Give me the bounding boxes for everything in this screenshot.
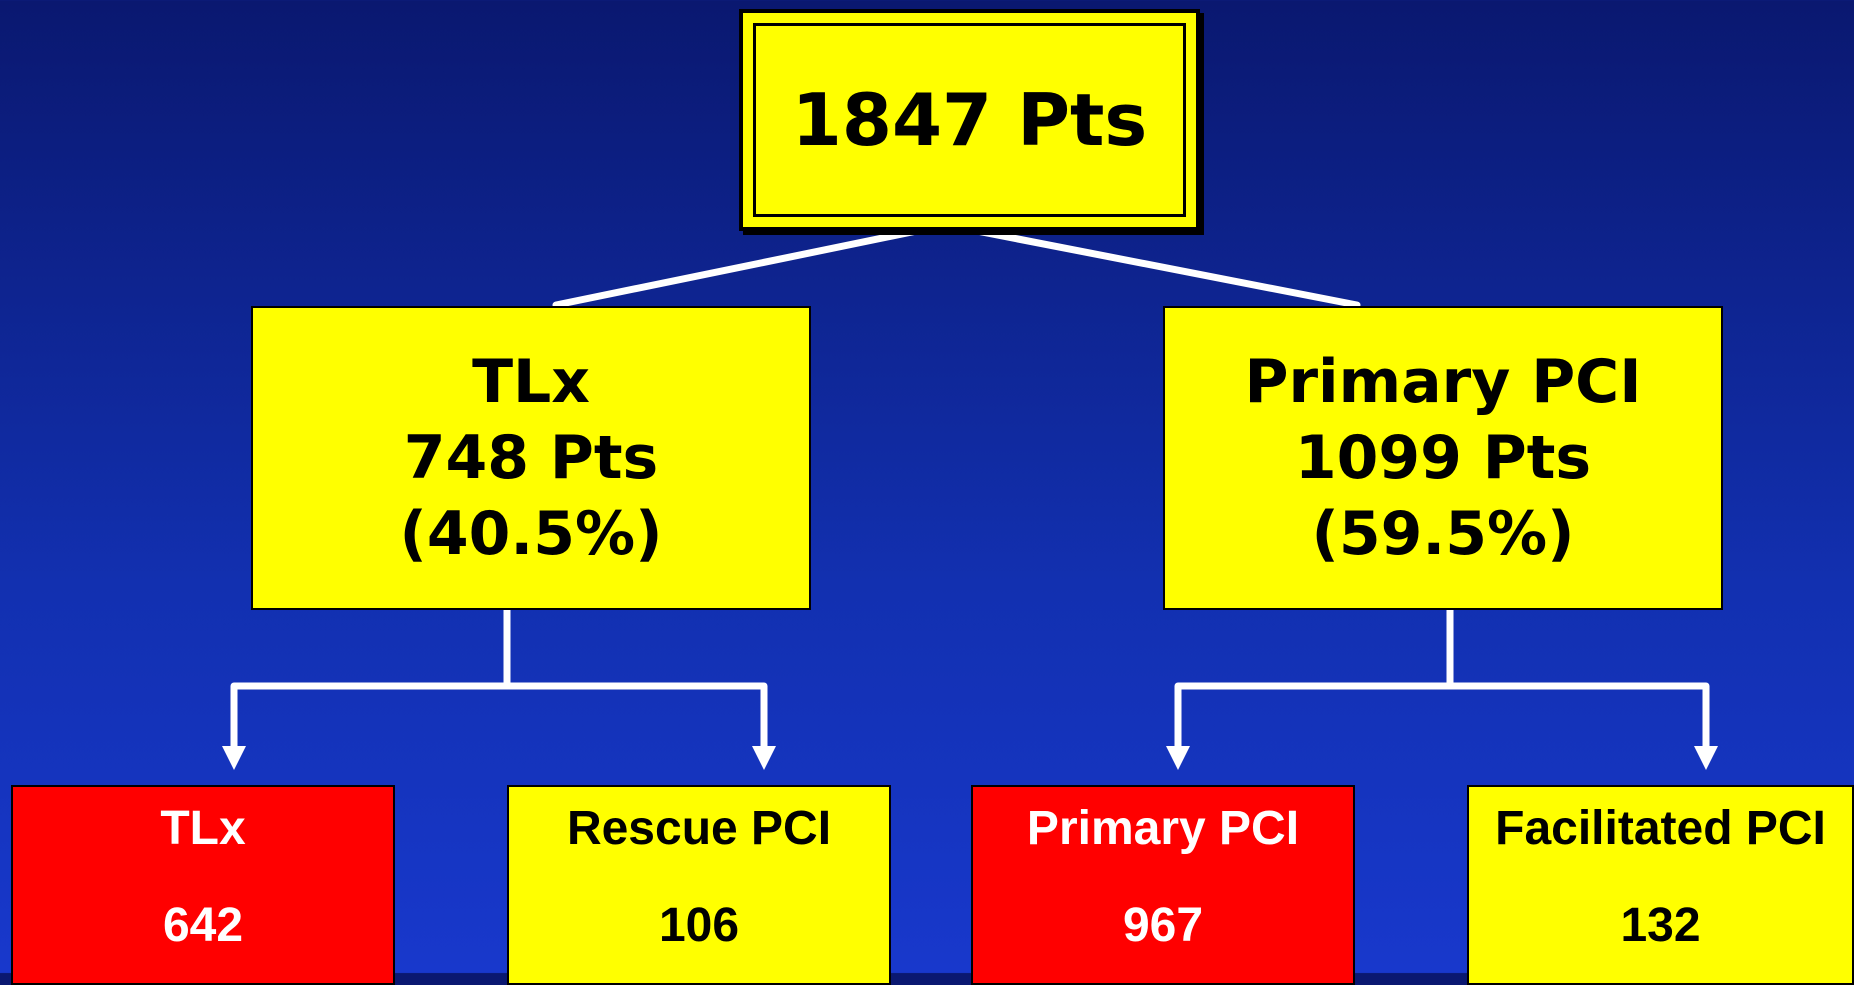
left-split: [230, 682, 768, 756]
leaf-box: Rescue PCI 106: [507, 785, 891, 985]
branch-line: TLx: [472, 347, 590, 417]
leaf-box: Primary PCI 967: [971, 785, 1355, 985]
branch-box: TLx 748 Pts (40.5%): [251, 306, 811, 610]
branch-line: 1099 Pts: [1294, 423, 1592, 493]
root-inner-border: [753, 23, 1186, 217]
leaf-title: TLx: [160, 802, 246, 855]
leaf-value: 132: [1620, 899, 1701, 952]
arrow: [752, 746, 776, 770]
root-box: 1847 Pts: [739, 9, 1200, 231]
arrow: [222, 746, 246, 770]
leaf-box: TLx 642: [11, 785, 395, 985]
root-label: 1847 Pts: [791, 78, 1148, 162]
root-connector: [552, 221, 1361, 309]
right-split: [1174, 682, 1710, 756]
leaf-title: Facilitated PCI: [1495, 802, 1826, 855]
branch-line: (59.5%): [1311, 499, 1575, 569]
leaf-value: 106: [658, 899, 740, 952]
arrow: [1694, 746, 1718, 770]
leaf-box: Facilitated PCI 132: [1467, 785, 1854, 985]
leaf-value: 967: [1122, 899, 1204, 952]
leaf-title: Rescue PCI: [566, 802, 832, 855]
arrow: [1166, 746, 1190, 770]
branch-box: Primary PCI 1099 Pts (59.5%): [1163, 306, 1723, 610]
leaf-title: Primary PCI: [1026, 802, 1300, 855]
branch-line: (40.5%): [399, 499, 663, 569]
leaf-value: 642: [162, 899, 244, 952]
branch-line: 748 Pts: [403, 423, 659, 493]
branch-line: Primary PCI: [1244, 347, 1642, 417]
